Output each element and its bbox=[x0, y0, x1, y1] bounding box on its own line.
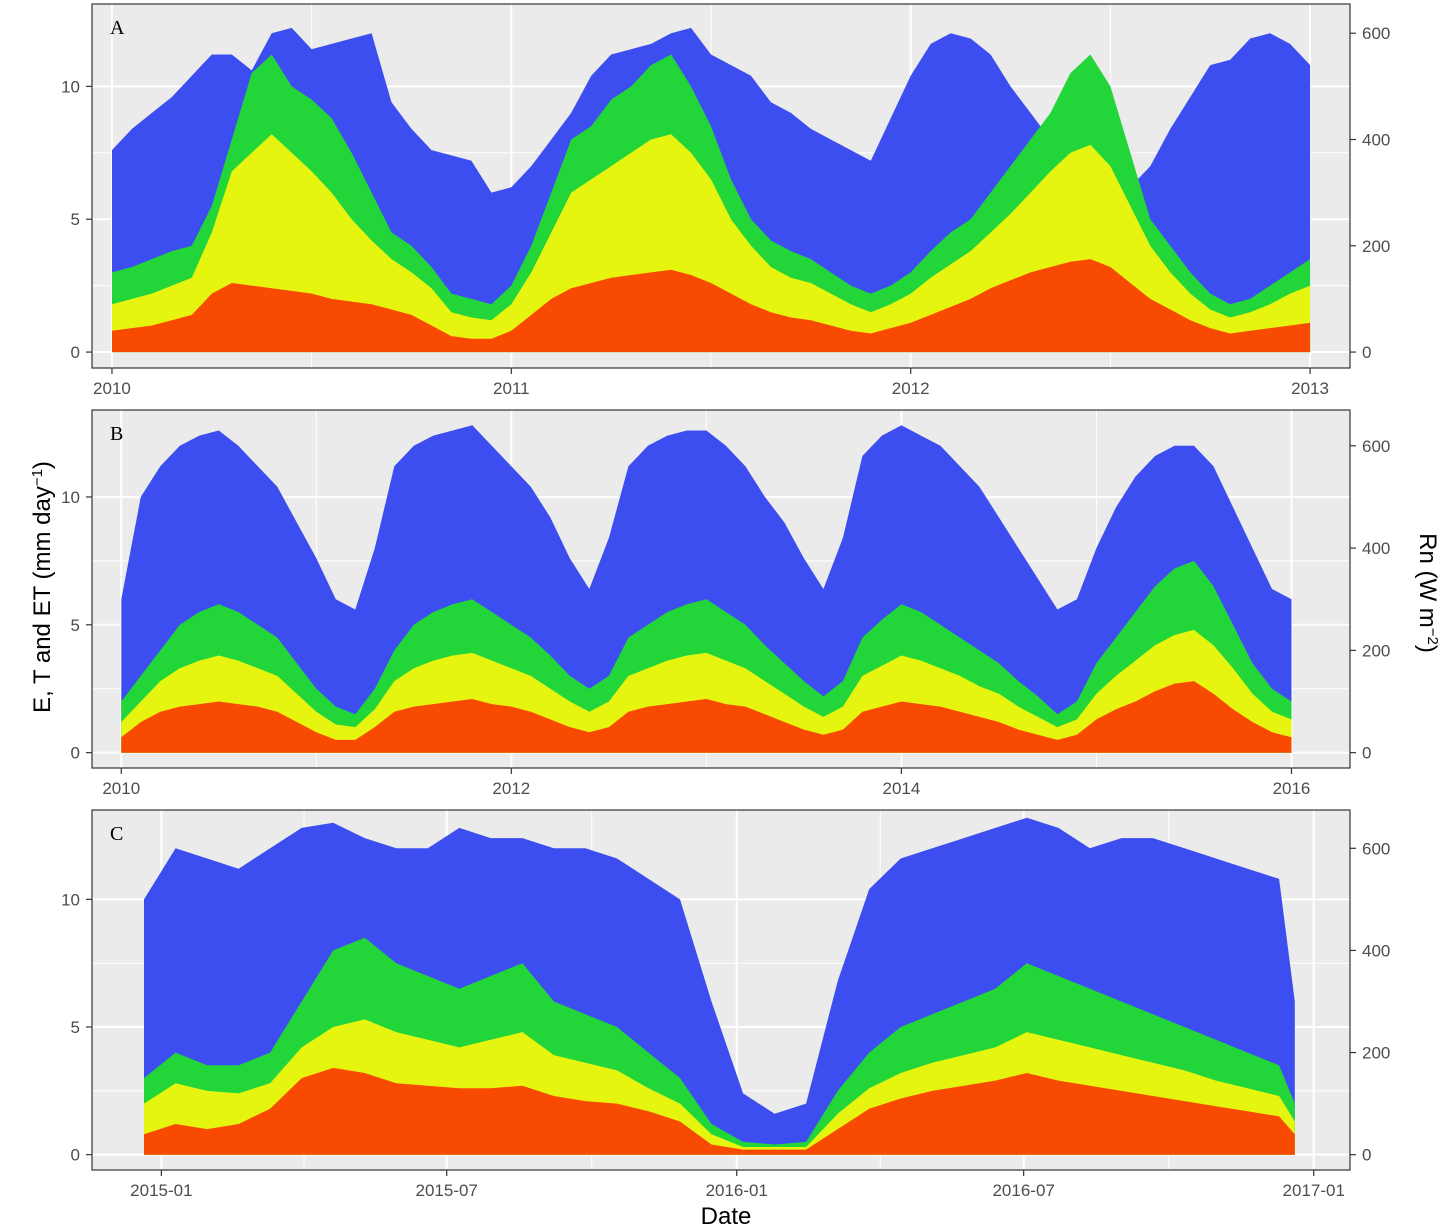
y-right-tick-label: 600 bbox=[1362, 839, 1390, 858]
area-e bbox=[121, 681, 1292, 753]
panel-b: B 2010 2012 2014 2016 0 5 10 0 200 400 600 bbox=[61, 409, 1390, 798]
x-tick-label: 2010 bbox=[102, 779, 140, 798]
panel-label: B bbox=[110, 423, 123, 445]
y-right-tick-label: 400 bbox=[1362, 539, 1390, 558]
x-tick-label: 2012 bbox=[492, 779, 530, 798]
x-tick-label: 2012 bbox=[892, 379, 930, 398]
y-left-tick-label: 5 bbox=[71, 1018, 80, 1037]
panel-border bbox=[91, 3, 1351, 369]
y-axis-left-title: E, T and ET (mm day−1) bbox=[29, 461, 57, 713]
x-tick-label: 2016 bbox=[1273, 779, 1311, 798]
x-tick-label: 2010 bbox=[93, 379, 131, 398]
y-left-tick-label: 10 bbox=[61, 890, 80, 909]
x-tick-label: 2015-01 bbox=[130, 1181, 192, 1200]
x-tick-label: 2014 bbox=[882, 779, 920, 798]
y-left-tick-label: 0 bbox=[71, 1146, 80, 1165]
x-tick-label: 2013 bbox=[1291, 379, 1329, 398]
y-right-tick-label: 200 bbox=[1362, 237, 1390, 256]
y-right-tick-label: 200 bbox=[1362, 1044, 1390, 1063]
y-right-tick-label: 400 bbox=[1362, 941, 1390, 960]
x-axis-title: Date bbox=[701, 1203, 752, 1230]
y-right-tick-label: 600 bbox=[1362, 24, 1390, 43]
y-right-tick-label: 0 bbox=[1362, 1146, 1371, 1165]
panel-a: A 2010 2011 2012 2013 0 5 10 0 200 400 600 bbox=[61, 3, 1390, 398]
y-left-tick-label: 0 bbox=[71, 744, 80, 763]
area-e bbox=[144, 1067, 1295, 1155]
x-tick-label: 2016-01 bbox=[706, 1181, 768, 1200]
x-tick-label: 2016-07 bbox=[992, 1181, 1054, 1200]
panel-c: C 2015-01 2015-07 2016-01 2016-07 2017-01 0 5 10… bbox=[61, 809, 1390, 1200]
y-right-tick-label: 0 bbox=[1362, 343, 1371, 362]
x-tick-label: 2011 bbox=[493, 379, 530, 398]
y-right-tick-label: 400 bbox=[1362, 131, 1390, 150]
y-right-tick-label: 200 bbox=[1362, 641, 1390, 660]
y-left-tick-label: 0 bbox=[71, 343, 80, 362]
y-right-tick-label: 0 bbox=[1362, 744, 1371, 763]
y-left-tick-label: 10 bbox=[61, 77, 80, 96]
x-tick-label: 2015-07 bbox=[416, 1181, 478, 1200]
y-right-tick-label: 600 bbox=[1362, 437, 1390, 456]
panel-border bbox=[91, 409, 1351, 769]
y-left-tick-label: 5 bbox=[71, 210, 80, 229]
panel-label: A bbox=[110, 17, 125, 39]
panel-label: C bbox=[110, 823, 123, 845]
panel-border bbox=[91, 809, 1351, 1171]
y-axis-right-title: Rn (W m−2) bbox=[1414, 533, 1442, 653]
y-left-tick-label: 5 bbox=[71, 616, 80, 635]
x-tick-label: 2017-01 bbox=[1283, 1181, 1345, 1200]
y-left-tick-label: 10 bbox=[61, 488, 80, 507]
area-e bbox=[112, 259, 1311, 353]
